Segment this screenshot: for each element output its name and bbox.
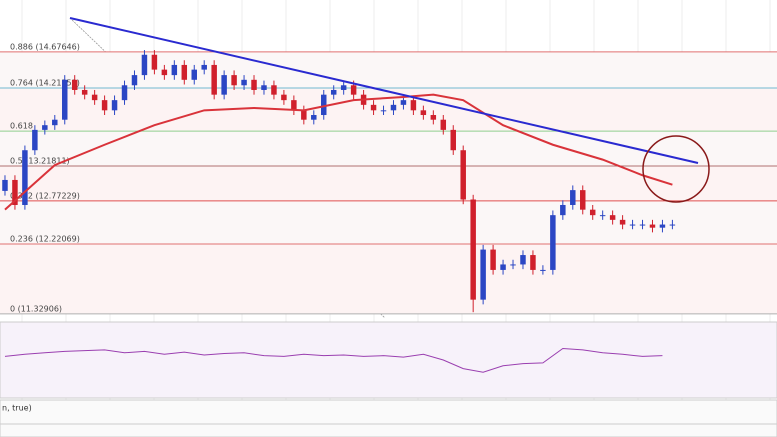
candle-body bbox=[221, 75, 227, 95]
candle-body bbox=[22, 150, 28, 205]
candle-body bbox=[301, 110, 307, 120]
candle-body bbox=[430, 115, 437, 120]
candle-body bbox=[271, 85, 277, 95]
fib-level-label: 0.236 (12.22069) bbox=[10, 235, 80, 244]
candle-body bbox=[580, 190, 586, 210]
rsi-line bbox=[4, 347, 663, 373]
candle-body bbox=[161, 69, 168, 76]
candle-body bbox=[629, 224, 636, 226]
candle-body bbox=[261, 85, 267, 90]
candle-body bbox=[111, 100, 118, 111]
candle-body bbox=[370, 104, 377, 111]
candle-body bbox=[470, 199, 476, 300]
candle-body bbox=[121, 85, 128, 101]
candle-body bbox=[500, 264, 506, 270]
candle-body bbox=[91, 94, 98, 101]
candle-body bbox=[201, 64, 207, 70]
fib-level-label: 0.618 bbox=[10, 122, 33, 131]
candle-body bbox=[52, 119, 58, 126]
candle-body bbox=[390, 104, 397, 111]
candle-body bbox=[589, 209, 596, 216]
level-band bbox=[0, 131, 777, 167]
candle-body bbox=[560, 204, 566, 216]
candle-body bbox=[81, 89, 88, 95]
highlight-circle bbox=[642, 135, 710, 203]
fib-level-label: 0.5 (13.21811) bbox=[10, 157, 70, 166]
fib-level-label: 0.764 (14.21553) bbox=[10, 78, 80, 87]
candle-body bbox=[101, 100, 108, 111]
candle-body bbox=[42, 125, 48, 130]
candle-body bbox=[71, 79, 78, 90]
level-band bbox=[0, 244, 777, 314]
candle-body bbox=[639, 224, 646, 226]
candle-body bbox=[380, 110, 387, 112]
candle-body bbox=[311, 115, 317, 120]
candle-body bbox=[649, 224, 656, 228]
fib-level-label: 0.382 (12.77229) bbox=[10, 191, 80, 200]
candle-body bbox=[2, 179, 8, 191]
level-band bbox=[0, 87, 777, 132]
candle-body bbox=[550, 215, 556, 270]
candle-body bbox=[450, 129, 456, 151]
candle-body bbox=[460, 150, 466, 200]
candle-body bbox=[480, 249, 486, 300]
candle-body bbox=[12, 179, 18, 205]
candle-body bbox=[520, 255, 526, 265]
candle-body bbox=[131, 75, 138, 86]
candle-body bbox=[141, 54, 148, 76]
candle-body bbox=[281, 94, 287, 101]
candle-body bbox=[440, 119, 447, 130]
candle-body bbox=[181, 64, 188, 80]
candle-body bbox=[540, 269, 546, 271]
trend-line bbox=[69, 17, 699, 164]
candle-body bbox=[609, 215, 616, 220]
fib-level-label: 0.886 (14.67646) bbox=[10, 42, 80, 51]
candle-body bbox=[619, 219, 626, 225]
candle-body bbox=[151, 54, 158, 70]
candle-body bbox=[599, 215, 606, 217]
level-band bbox=[0, 166, 777, 201]
candle-body bbox=[231, 75, 237, 86]
candle-body bbox=[241, 79, 247, 86]
candle-body bbox=[530, 255, 536, 270]
level-band bbox=[0, 200, 777, 245]
fib-level-label: 0 (11.32906) bbox=[10, 304, 62, 313]
candle-body bbox=[330, 89, 337, 95]
candle-body bbox=[570, 190, 576, 205]
candle-body bbox=[420, 110, 427, 116]
candle-body bbox=[62, 79, 68, 120]
moving-average bbox=[4, 93, 673, 211]
candle-body bbox=[321, 94, 327, 116]
candle-body bbox=[191, 69, 197, 80]
candle-body bbox=[510, 264, 516, 266]
candle-body bbox=[659, 224, 666, 228]
candle-body bbox=[251, 79, 257, 90]
level-band bbox=[0, 51, 777, 88]
candle-body bbox=[669, 224, 676, 226]
candle-body bbox=[490, 249, 496, 270]
candle-body bbox=[171, 64, 178, 76]
candle-body bbox=[340, 85, 347, 90]
candle-body bbox=[350, 85, 357, 95]
indicator-label: n, true) bbox=[2, 404, 32, 413]
macd-panel bbox=[0, 399, 777, 437]
rsi-panel bbox=[0, 321, 777, 399]
candle-body bbox=[410, 100, 417, 111]
candle-body bbox=[400, 100, 407, 105]
candle-body bbox=[32, 129, 38, 151]
candle-body bbox=[291, 100, 297, 111]
candle-body bbox=[211, 64, 217, 95]
